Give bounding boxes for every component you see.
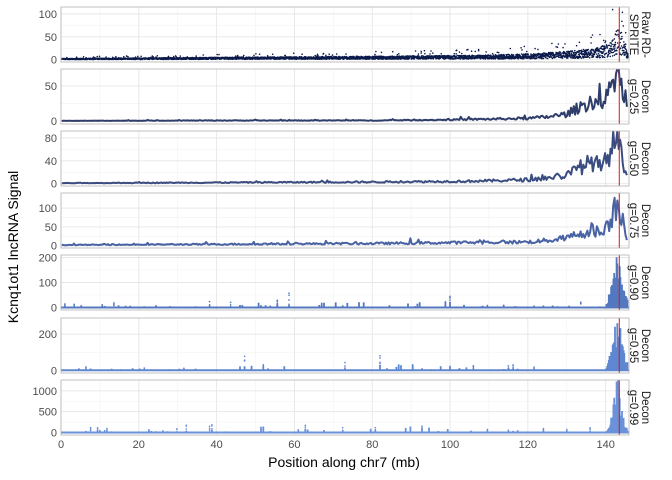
y-tick-label: 0: [51, 241, 57, 253]
signal-spikes: [64, 323, 629, 371]
panel-strip-label: Decong=0.99: [627, 390, 651, 426]
x-tick-label: 0: [58, 439, 64, 451]
panel-strip-label: Decong=0.90: [627, 265, 651, 301]
strip-label-line: Decon: [639, 391, 651, 424]
y-tick-label: 0: [51, 428, 57, 440]
panel-series: [61, 8, 629, 61]
y-tick-label: 1000: [33, 386, 57, 398]
y-tick-label: 0: [51, 116, 57, 128]
panel-series: [61, 196, 628, 247]
strip-label-line: g=0.75: [627, 203, 639, 239]
panel-border: [60, 130, 630, 187]
panel-strip-label: Decong=0.75: [627, 203, 651, 239]
y-tick-label: 40: [45, 156, 57, 168]
y-tick-label: 100: [39, 9, 57, 21]
x-tick-label: 20: [133, 439, 145, 451]
signal-spikes: [64, 257, 629, 308]
panel-series: [61, 69, 628, 122]
panel-background: [61, 131, 629, 186]
y-tick-label: 80: [45, 133, 57, 145]
x-tick-label: 80: [366, 439, 378, 451]
y-tick-label: 0: [51, 303, 57, 315]
panel-5: 0 100 200 Decong=0.90: [39, 253, 651, 315]
x-tick-label: 40: [210, 439, 222, 451]
y-tick-label: 200: [39, 329, 57, 341]
panel-7: 0 500 1000 Decong=0.99: [33, 379, 651, 440]
deconvolved-signal-line: [61, 131, 628, 185]
panel-series: [61, 131, 628, 185]
signal-spikes: [85, 380, 629, 433]
panel-background: [61, 318, 629, 373]
panel-6: 0 200 Decong=0.95: [39, 317, 651, 377]
panel-strip-label: Raw RD-SPRITE: [627, 11, 651, 58]
panel-strip-label: Decong=0.25: [627, 79, 651, 115]
strip-label-line: Decon: [639, 329, 651, 362]
strip-label-line: Raw RD-: [639, 11, 651, 58]
signal-outlier-points: [89, 423, 591, 433]
y-tick-label: 100: [39, 203, 57, 215]
panel-background: [61, 193, 629, 248]
panel-2: 0 50 Decong=0.25: [45, 68, 651, 128]
panel-border: [60, 254, 630, 311]
x-tick-label: 60: [288, 439, 300, 451]
x-axis: 0 20 40 60 80 100 120 140: [58, 439, 615, 451]
y-tick-label: 50: [45, 222, 57, 234]
x-tick-label: 140: [596, 439, 614, 451]
y-tick-label: 50: [45, 32, 57, 44]
signal-outlier-points: [85, 354, 535, 371]
y-axis-title: Kcnq1ot1 lncRNA Signal: [5, 171, 21, 324]
y-tick-label: 0: [51, 179, 57, 191]
y-tick-label: 200: [39, 253, 57, 265]
strip-label-line: SPRITE: [627, 14, 639, 56]
strip-label-line: g=0.99: [627, 390, 639, 426]
deconvolved-signal-line: [61, 196, 628, 247]
y-tick-label: 50: [45, 81, 57, 93]
panel-4: 0 50 100 Decong=0.75: [39, 192, 651, 253]
strip-label-line: g=0.95: [627, 328, 639, 364]
x-tick-label: 100: [441, 439, 459, 451]
panel-border: [60, 317, 630, 374]
panel-background: [61, 69, 629, 124]
panel-series: [61, 257, 629, 309]
panel-background: [61, 380, 629, 435]
y-tick-label: 0: [51, 55, 57, 67]
panel-border: [60, 6, 630, 63]
raw-signal-points: [61, 8, 629, 61]
y-tick-label: 500: [39, 407, 57, 419]
y-tick-label: 100: [39, 278, 57, 290]
strip-label-line: g=0.25: [627, 79, 639, 115]
panel-1: 0 50 100 Raw RD-SPRITE: [39, 6, 651, 67]
x-tick-label: 120: [519, 439, 537, 451]
panel-3: 0 40 80 Decong=0.50: [45, 130, 651, 191]
strip-label-line: g=0.50: [627, 141, 639, 177]
panel-border: [60, 68, 630, 125]
panel-series: [61, 380, 629, 434]
strip-label-line: g=0.90: [627, 265, 639, 301]
panel-strip-label: Decong=0.95: [627, 328, 651, 364]
panel-border: [60, 192, 630, 249]
strip-label-line: Decon: [639, 204, 651, 237]
panel-background: [61, 7, 629, 62]
strip-label-line: Decon: [639, 266, 651, 299]
y-tick-label: 0: [51, 365, 57, 377]
deconvolved-signal-line: [61, 69, 628, 122]
strip-label-line: Decon: [639, 142, 651, 175]
signal-outlier-points: [64, 292, 582, 308]
panel-strip-label: Decong=0.50: [627, 141, 651, 177]
panel-border: [60, 379, 630, 436]
panel-series: [61, 323, 629, 372]
strip-label-line: Decon: [639, 80, 651, 113]
x-axis-title: Position along chr7 (mb): [268, 454, 420, 470]
